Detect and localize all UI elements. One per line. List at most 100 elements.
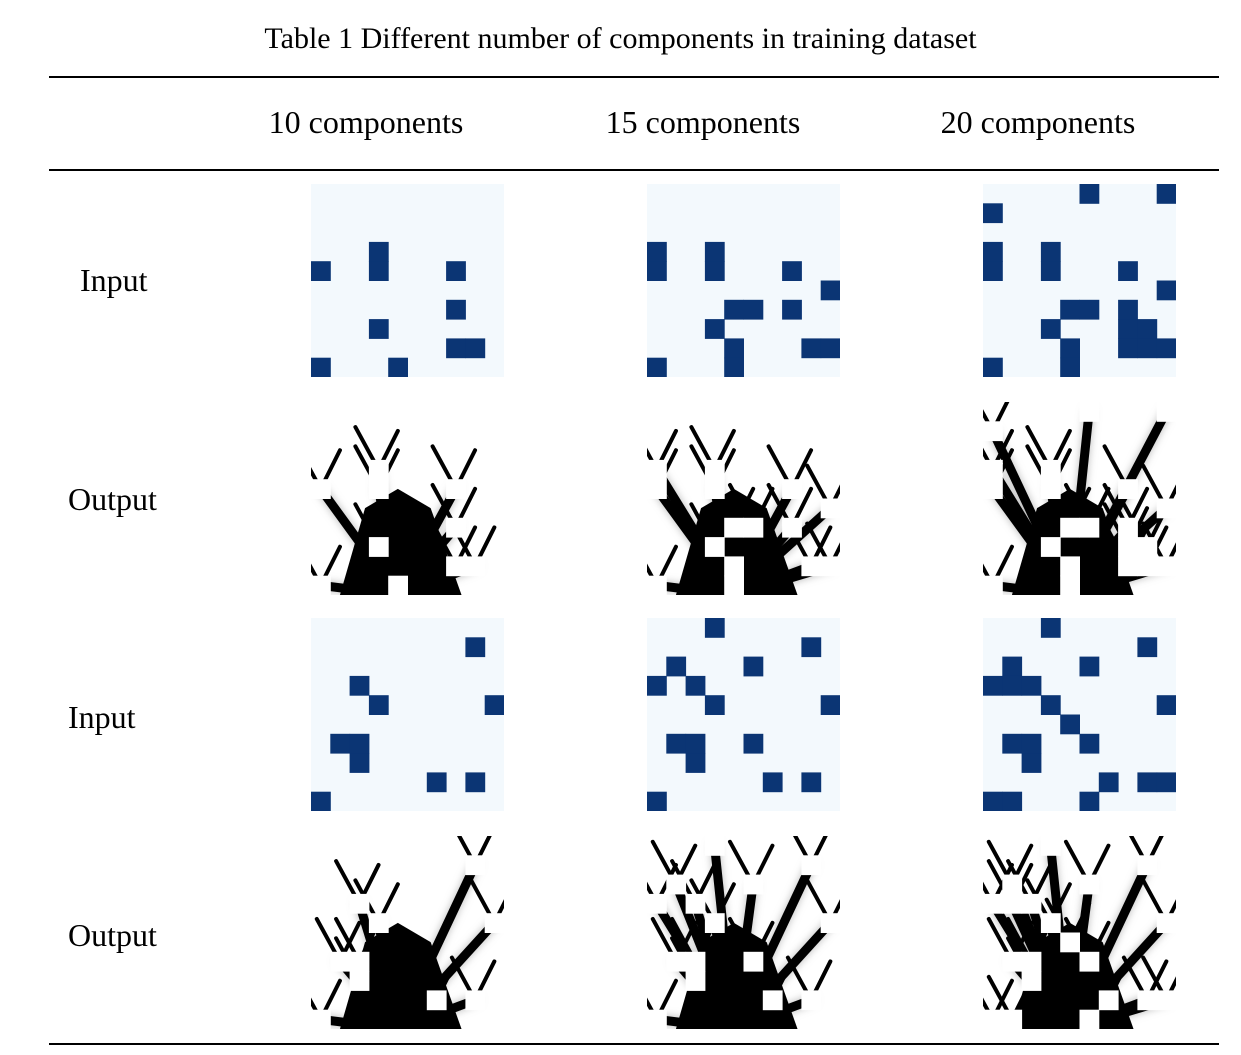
component-block	[704, 695, 725, 715]
row-label-output-2: Output	[68, 917, 157, 953]
component-block	[666, 874, 687, 895]
component-block	[762, 990, 783, 1011]
component-block	[647, 459, 667, 480]
component-block	[349, 753, 370, 773]
component-block	[724, 517, 744, 538]
component-block	[388, 575, 408, 595]
component-block	[685, 971, 706, 991]
component-block	[1060, 932, 1080, 953]
component-block	[666, 656, 687, 677]
component-block	[368, 479, 389, 499]
component-block	[1156, 695, 1176, 715]
component-block	[1002, 656, 1023, 677]
component-block	[446, 517, 466, 538]
component-block	[647, 575, 667, 595]
row-label-input-2: Input	[68, 699, 136, 735]
component-block	[349, 675, 370, 696]
component-block	[1156, 772, 1176, 793]
output-image-r4-c1	[311, 836, 504, 1029]
component-block	[1040, 479, 1061, 499]
component-block	[647, 261, 667, 281]
component-block	[484, 695, 504, 715]
component-block	[311, 357, 331, 377]
component-block	[1040, 695, 1061, 715]
component-block	[983, 203, 1003, 224]
component-block	[1137, 556, 1158, 577]
component-block	[1137, 338, 1158, 359]
component-block	[368, 695, 389, 715]
component-block	[1040, 618, 1061, 638]
component-block	[311, 791, 331, 811]
component-block	[311, 479, 331, 499]
component-block	[704, 618, 725, 638]
component-block	[1060, 575, 1080, 595]
component-block	[1002, 893, 1023, 914]
component-block	[820, 498, 840, 519]
component-block	[1118, 537, 1138, 557]
component-block	[484, 913, 504, 933]
component-block	[1156, 280, 1176, 301]
component-block	[1060, 299, 1080, 320]
component-block	[1137, 990, 1158, 1011]
component-block	[983, 421, 1003, 442]
component-block	[983, 893, 1003, 914]
component-block	[1079, 874, 1100, 895]
component-block	[1118, 299, 1138, 320]
input-image-r1-c1	[311, 184, 504, 377]
component-block	[647, 1009, 667, 1029]
component-block	[311, 1009, 331, 1029]
column-header-15: 15 components	[605, 104, 801, 140]
component-block	[704, 479, 725, 499]
component-block	[801, 772, 822, 793]
component-block	[704, 241, 725, 262]
component-block	[782, 517, 802, 538]
component-block	[704, 459, 725, 480]
component-block	[1118, 517, 1138, 538]
component-block	[704, 913, 725, 933]
row-label-output-1: Output	[68, 481, 157, 517]
component-block	[1021, 951, 1042, 972]
component-block	[1060, 357, 1080, 377]
component-block	[1040, 319, 1061, 339]
component-block	[1002, 733, 1023, 754]
component-block	[426, 772, 447, 793]
component-block	[446, 556, 466, 577]
component-block	[724, 556, 744, 577]
component-block	[724, 357, 744, 377]
component-block	[1079, 791, 1100, 811]
component-block	[983, 459, 1003, 480]
component-block	[311, 261, 331, 281]
component-block	[1040, 459, 1061, 480]
component-block	[983, 479, 1003, 499]
input-image-r3-c1	[311, 618, 504, 811]
component-block	[801, 338, 822, 359]
component-block	[1137, 319, 1158, 339]
header-rule	[49, 169, 1219, 171]
component-block	[1079, 951, 1100, 972]
component-block	[368, 537, 389, 557]
component-block	[1156, 913, 1176, 933]
component-block	[666, 951, 687, 972]
column-header-20: 20 components	[940, 104, 1136, 140]
component-block	[666, 733, 687, 754]
component-block	[820, 280, 840, 301]
component-block	[1156, 990, 1176, 1011]
component-block	[1021, 971, 1042, 991]
component-block	[465, 855, 486, 876]
component-block	[349, 733, 370, 754]
component-block	[465, 556, 486, 577]
component-block	[1156, 184, 1176, 204]
top-rule	[49, 76, 1219, 78]
component-block	[1079, 733, 1100, 754]
component-block	[704, 537, 725, 557]
output-image-r2-c1	[311, 402, 504, 595]
component-block	[704, 836, 725, 856]
input-image-r3-c3	[983, 618, 1176, 811]
component-block	[1040, 913, 1061, 933]
component-block	[820, 556, 840, 577]
component-block	[1137, 772, 1158, 793]
component-block	[762, 772, 783, 793]
component-block	[465, 772, 486, 793]
component-block	[465, 338, 486, 359]
component-block	[1021, 893, 1042, 914]
